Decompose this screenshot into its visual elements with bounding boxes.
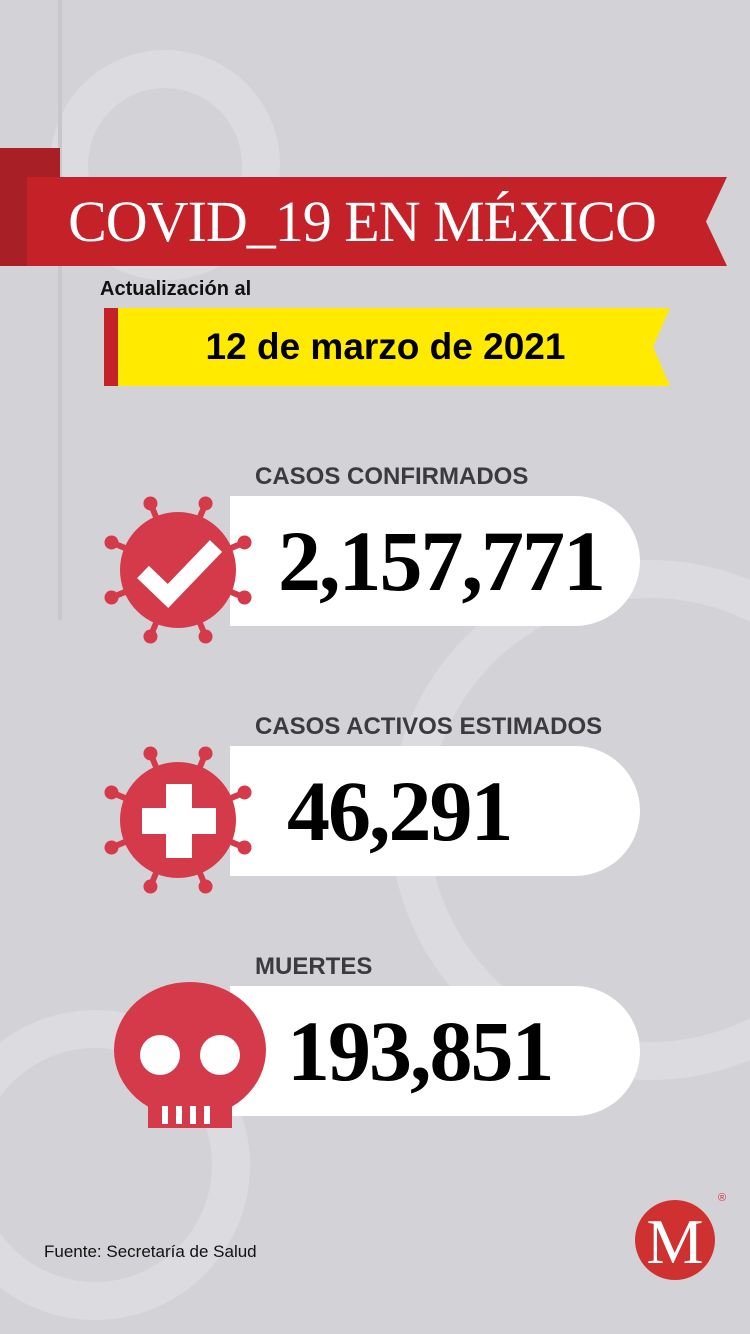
virus-spike	[237, 785, 252, 800]
virus-spike	[143, 746, 158, 761]
stat-label-deaths: MUERTES	[255, 953, 373, 980]
virus-spike	[104, 785, 119, 800]
update-date: 12 de marzo de 2021	[205, 326, 566, 367]
date-banner-accent	[104, 308, 118, 386]
stat-label-confirmed: CASOS CONFIRMADOS	[255, 463, 529, 490]
date-banner	[104, 308, 670, 386]
virus-spike	[237, 840, 252, 855]
virus-check-icon	[104, 496, 252, 644]
virus-spike	[198, 629, 213, 644]
skull-icon	[114, 982, 266, 1128]
stat-card-active: 46,291	[230, 746, 640, 876]
update-label: Actualización al	[100, 278, 252, 300]
virus-spike	[198, 496, 213, 511]
stat-label-active: CASOS ACTIVOS ESTIMADOS	[255, 713, 603, 740]
stat-card-confirmed: 2,157,771	[230, 496, 640, 626]
virus-spike	[104, 535, 119, 550]
stat-card-deaths: 193,851	[230, 986, 640, 1116]
virus-cross-icon	[104, 746, 252, 894]
virus-spike	[237, 535, 252, 550]
virus-spike	[104, 590, 119, 605]
virus-spike	[198, 879, 213, 894]
virus-spike	[198, 746, 213, 761]
virus-spike	[143, 496, 158, 511]
stat-value-confirmed: 2,157,771	[278, 513, 606, 609]
virus-spike	[104, 840, 119, 855]
milenio-logo: M	[635, 1200, 715, 1280]
page-title: COVID_19 EN MÉXICO	[68, 189, 657, 254]
virus-spike	[143, 629, 158, 644]
stat-value-deaths: 193,851	[287, 1003, 555, 1099]
source-note: Fuente: Secretaría de Salud	[44, 1242, 257, 1261]
stat-value-active: 46,291	[287, 763, 514, 859]
registered-mark: ®	[718, 1192, 727, 1204]
virus-spike	[143, 879, 158, 894]
virus-spike	[237, 590, 252, 605]
title-banner	[27, 177, 727, 266]
